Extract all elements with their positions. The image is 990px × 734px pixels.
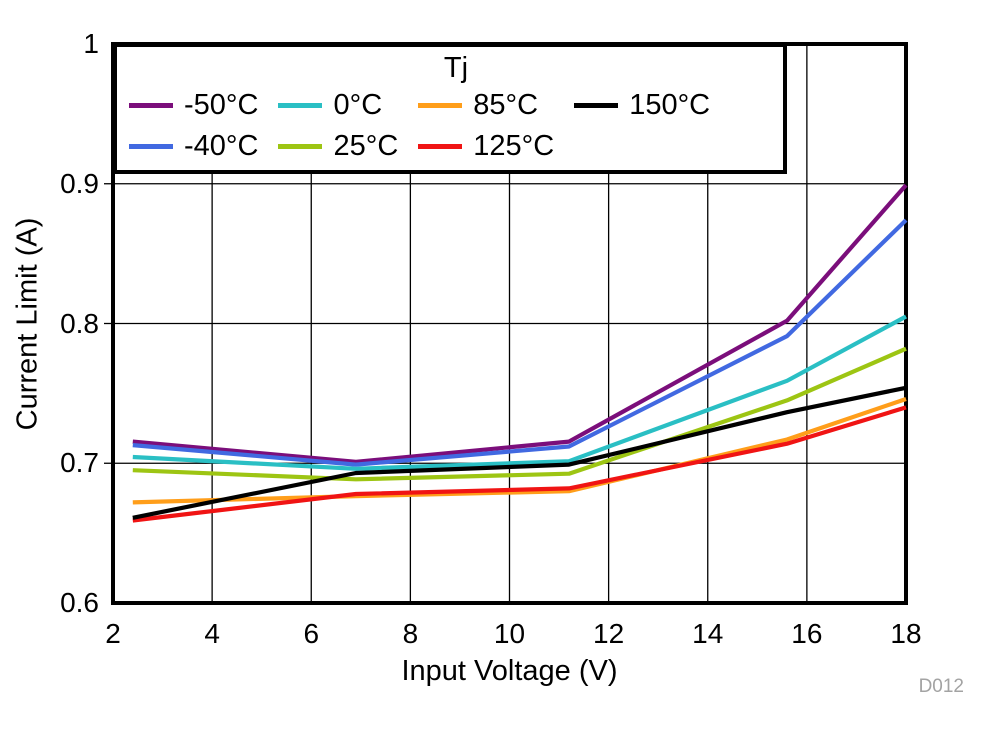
y-tick-label: 0.7 bbox=[60, 447, 99, 479]
x-tick-label: 14 bbox=[692, 618, 724, 649]
legend-item: 125°C bbox=[418, 126, 554, 167]
series-line-25c bbox=[132, 346, 907, 482]
legend-item: 150°C bbox=[574, 85, 710, 126]
legend-item-label: 25°C bbox=[333, 130, 399, 162]
legend-swatch bbox=[129, 144, 173, 149]
legend-item: 0°C bbox=[278, 85, 398, 126]
legend-item-label: -40°C bbox=[184, 130, 259, 162]
x-tick-label: 10 bbox=[493, 618, 526, 649]
legend-item-label: 85°C bbox=[473, 89, 539, 121]
legend-item: 25°C bbox=[278, 126, 398, 167]
x-axis-label: Input Voltage (V) bbox=[401, 655, 618, 687]
y-tick-label: 1 bbox=[83, 28, 99, 59]
x-tick-label: 18 bbox=[890, 618, 922, 649]
series-line-0c bbox=[132, 314, 907, 471]
series-line--50c bbox=[132, 183, 908, 464]
x-tick-label: 16 bbox=[791, 618, 823, 649]
x-tick-label: 6 bbox=[303, 618, 320, 649]
series-line-85c bbox=[132, 397, 907, 505]
y-tick-label: 0.9 bbox=[60, 167, 99, 199]
legend-item-label: 150°C bbox=[629, 89, 711, 121]
series-line-150c bbox=[132, 385, 907, 520]
y-tick-label: 0.8 bbox=[60, 307, 99, 339]
legend-grid: -50°C -40°C 0°C 25°C 85°C 125°C 150°C bbox=[129, 85, 783, 167]
legend-item: -40°C bbox=[129, 126, 258, 167]
y-axis-label: Current Limit (A) bbox=[11, 217, 44, 430]
legend-item: -50°C bbox=[129, 85, 258, 126]
legend-swatch bbox=[418, 144, 463, 149]
legend-swatch bbox=[278, 103, 323, 108]
legend-item-label: -50°C bbox=[184, 89, 259, 121]
legend-item: 85°C bbox=[418, 85, 554, 126]
legend-title: Tj bbox=[443, 52, 469, 84]
legend-swatch bbox=[278, 144, 323, 149]
legend: Tj -50°C -40°C 0°C 25°C 85°C 125°C 150°C bbox=[113, 43, 787, 174]
legend-swatch bbox=[129, 103, 173, 108]
legend-item-label: 0°C bbox=[333, 89, 383, 121]
x-tick-label: 2 bbox=[105, 618, 121, 649]
legend-swatch bbox=[574, 103, 619, 108]
x-tick-label: 12 bbox=[593, 618, 625, 649]
legend-swatch bbox=[418, 103, 463, 108]
watermark: D012 bbox=[918, 676, 964, 697]
legend-item-label: 125°C bbox=[473, 130, 555, 162]
x-tick-label: 4 bbox=[204, 618, 220, 649]
x-tick-label: 8 bbox=[402, 618, 419, 649]
series-line-125c bbox=[132, 405, 907, 523]
series-line--40c bbox=[132, 218, 908, 467]
y-tick-label: 0.6 bbox=[60, 587, 99, 618]
